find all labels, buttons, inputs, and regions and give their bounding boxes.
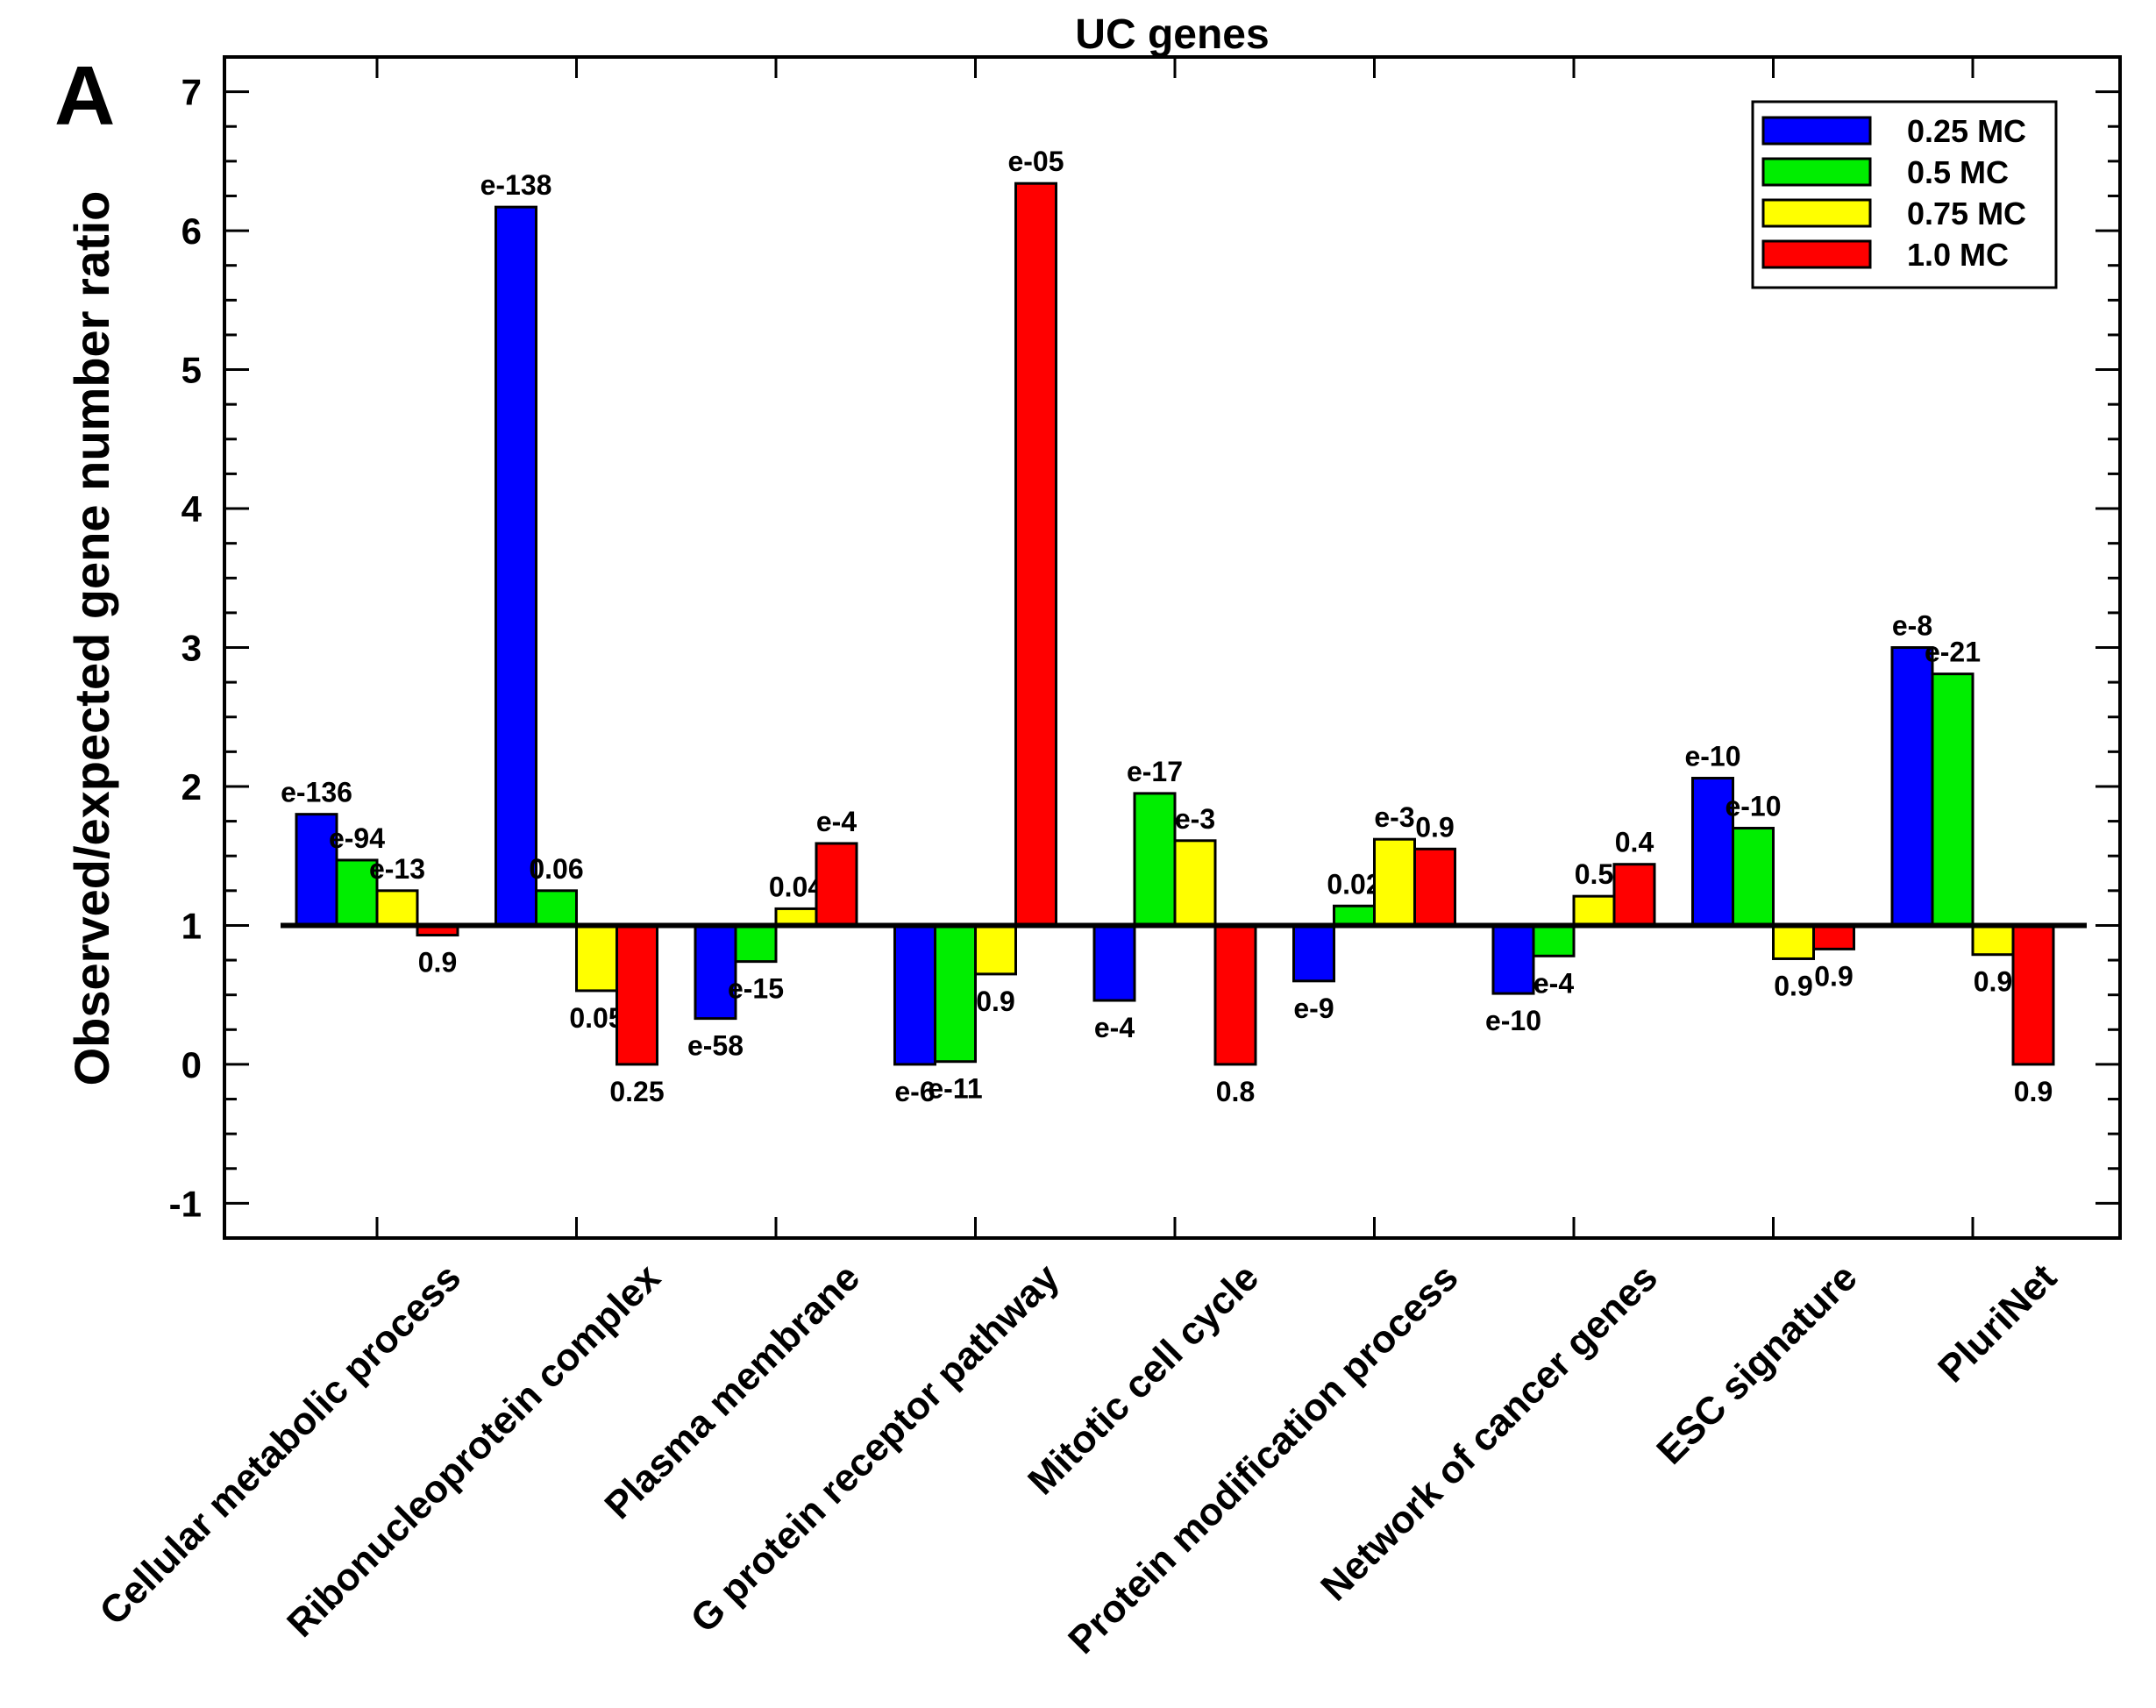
bar (575, 923, 618, 993)
bar (1133, 792, 1177, 927)
bar (1333, 904, 1376, 927)
y-tick-label: 7 (181, 72, 202, 113)
bar (1014, 181, 1057, 927)
y-axis-label: Observed/expected gene number ratio (64, 191, 119, 1086)
bar-value-label: 0.06 (529, 853, 583, 885)
bar-value-label: 0.9 (2014, 1076, 2053, 1107)
bar-series: e-136 e-94e-13 0.9 e-138 0.06 0.05 0.25 e-58 e-1… (281, 146, 2055, 1107)
bar-value-label: e-94 (329, 822, 385, 854)
bar (295, 813, 338, 927)
bar-value-label: e-4 (1533, 967, 1574, 999)
legend-swatch (1761, 239, 1872, 269)
bar-value-label: 0.4 (1615, 827, 1654, 858)
x-tick-label: Network of cancer genes (1313, 1256, 1666, 1609)
bar (1532, 923, 1576, 957)
bar (694, 923, 737, 1021)
bar (934, 923, 977, 1064)
y-tick-label: 0 (181, 1044, 202, 1085)
legend-label: 0.75 MC (1907, 196, 2026, 231)
y-tick-label: 3 (181, 628, 202, 669)
bar (1812, 923, 1855, 950)
x-tick-label: ESC signature (1648, 1256, 1865, 1472)
bar (1213, 923, 1257, 1066)
bar (1413, 847, 1456, 927)
bar-value-label: e-3 (1374, 801, 1414, 833)
legend-swatch (1761, 116, 1872, 146)
bar-value-label: 0.9 (1415, 811, 1454, 843)
bar-value-label: 0.9 (1814, 960, 1853, 992)
bar (1931, 673, 1975, 927)
bar (1772, 923, 1815, 960)
bar (1572, 894, 1616, 927)
x-tick-label: G protein receptor pathway (682, 1256, 1068, 1641)
bar (495, 205, 537, 927)
bar (1971, 923, 2015, 957)
bar-value-label: e-17 (1127, 756, 1183, 787)
bar (2011, 923, 2055, 1066)
legend-label: 0.25 MC (1907, 113, 2026, 149)
bar (974, 923, 1017, 976)
bar-value-label: 0.8 (1216, 1076, 1255, 1107)
bar-value-label: e-58 (687, 1030, 744, 1062)
x-tick-label: Protein modification process (1060, 1256, 1466, 1662)
bar (1732, 827, 1775, 927)
bar (893, 923, 936, 1066)
legend-label: 1.0 MC (1907, 237, 2009, 273)
chart-title: UC genes (1075, 11, 1269, 58)
bar (615, 923, 658, 1066)
bar (1491, 923, 1535, 995)
bar-value-label: 0.04 (769, 871, 823, 902)
x-tick-label: Ribonucleoprotein complex (279, 1256, 669, 1646)
panel-label: A (54, 49, 115, 143)
legend: 0.25 MC 0.5 MC 0.75 MC 1.0 MC (1751, 100, 2058, 289)
bar (734, 923, 778, 964)
x-tick-label: PluriNet (1930, 1256, 2065, 1391)
bar-value-label: e-6 (894, 1076, 935, 1107)
y-axis: -1 0 1 2 3 4 5 6 7 (169, 55, 2120, 1240)
bar (375, 889, 419, 927)
bar-value-label: 0.05 (569, 1002, 623, 1034)
bar-value-label: 0.9 (418, 947, 457, 979)
bar (535, 889, 578, 927)
bar-value-label: 0.02 (1327, 868, 1381, 900)
bar-value-label: 0.9 (1974, 966, 2012, 998)
bar (1890, 646, 1934, 927)
x-tick-label: Cellular metabolic process (91, 1256, 469, 1633)
bar-value-label: e-3 (1175, 803, 1215, 835)
bar-value-label: e-10 (1485, 1005, 1541, 1036)
bar-value-label: 0.5 (1575, 858, 1613, 890)
legend-swatch (1761, 157, 1872, 187)
legend-swatch (1761, 198, 1872, 228)
bar-value-label: e-136 (281, 777, 352, 808)
bar-value-label: e-138 (480, 169, 552, 201)
bar-value-label: e-05 (1007, 146, 1064, 177)
bar (1373, 837, 1416, 927)
bar-value-label: e-4 (816, 806, 857, 837)
bar-value-label: e-13 (369, 853, 425, 885)
y-tick-label: 6 (181, 210, 202, 252)
legend-label: 0.5 MC (1907, 154, 2009, 190)
bar (1173, 839, 1217, 927)
bar-value-label: e-21 (1925, 637, 1981, 668)
bar-value-label: e-8 (1892, 610, 1932, 642)
bar (1292, 923, 1335, 983)
bar-value-label: e-10 (1684, 740, 1740, 772)
bar-value-label: e-15 (728, 973, 784, 1005)
y-tick-label: -1 (169, 1183, 202, 1224)
bar (1612, 863, 1656, 927)
bar-value-label: e-11 (928, 1073, 982, 1105)
bar-value-label: e-9 (1293, 993, 1334, 1024)
y-tick-label: 2 (181, 766, 202, 808)
bar-value-label: e-10 (1725, 791, 1781, 822)
bar-value-label: 0.25 (609, 1076, 664, 1107)
y-tick-label: 1 (181, 905, 202, 946)
bar (1092, 923, 1136, 1002)
bar-value-label: 0.9 (1774, 970, 1812, 1001)
bar (815, 842, 858, 927)
y-tick-label: 5 (181, 350, 202, 391)
y-tick-label: 4 (181, 488, 203, 530)
bar-value-label: e-4 (1094, 1012, 1135, 1043)
bar-value-label: 0.9 (976, 986, 1014, 1017)
